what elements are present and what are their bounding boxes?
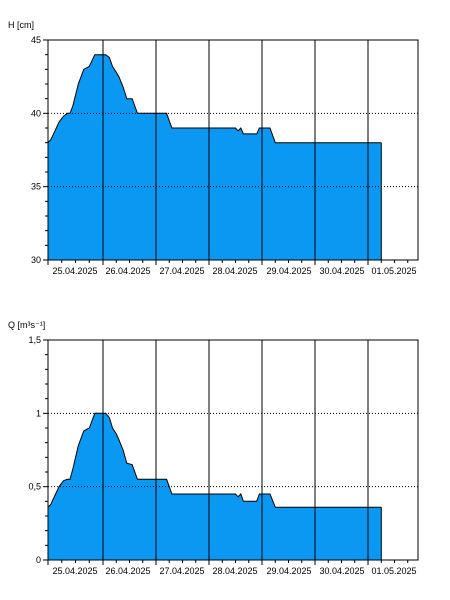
x-tick-label: 26.04.2025: [105, 266, 150, 276]
y-tick-label: 45: [31, 35, 41, 45]
x-tick-label: 25.04.2025: [52, 566, 97, 576]
x-tick-label: 29.04.2025: [266, 266, 311, 276]
y-tick-label: 1,5: [28, 335, 41, 345]
data-line: [47, 412, 382, 508]
plot-frame: [47, 39, 419, 261]
y-tick-label: 1: [36, 408, 41, 418]
y-tick-label: 0,5: [28, 482, 41, 492]
y-tick-label: 30: [31, 255, 41, 265]
x-tick-label: 30.04.2025: [319, 566, 364, 576]
data-area: [48, 54, 382, 261]
y-tick-label: 40: [31, 108, 41, 118]
x-tick-label: 28.04.2025: [212, 566, 257, 576]
x-tick-label: 01.05.2025: [371, 266, 416, 276]
x-tick-label: 29.04.2025: [266, 566, 311, 576]
chart-1: H [cm] 30 35 40 45 25.04.2025 26.04.2025 27.04.…: [8, 20, 419, 276]
chart-2: Q [m³s⁻¹] 0 0,5 1 1,5 25.04.2025 26.04.2025 27.…: [8, 320, 419, 576]
y-tick-label: 0: [36, 555, 41, 565]
y-axis-title: H [cm]: [8, 20, 34, 30]
x-tick-label: 27.04.2025: [159, 566, 204, 576]
plot-frame: [47, 339, 419, 561]
x-tick-label: 25.04.2025: [52, 266, 97, 276]
x-tick-label: 01.05.2025: [371, 566, 416, 576]
y-axis-title: Q [m³s⁻¹]: [8, 320, 45, 330]
data-area: [48, 413, 382, 560]
x-tick-label: 28.04.2025: [212, 266, 257, 276]
y-tick-label: 35: [31, 182, 41, 192]
x-tick-label: 27.04.2025: [159, 266, 204, 276]
x-tick-label: 26.04.2025: [105, 566, 150, 576]
x-tick-label: 30.04.2025: [319, 266, 364, 276]
